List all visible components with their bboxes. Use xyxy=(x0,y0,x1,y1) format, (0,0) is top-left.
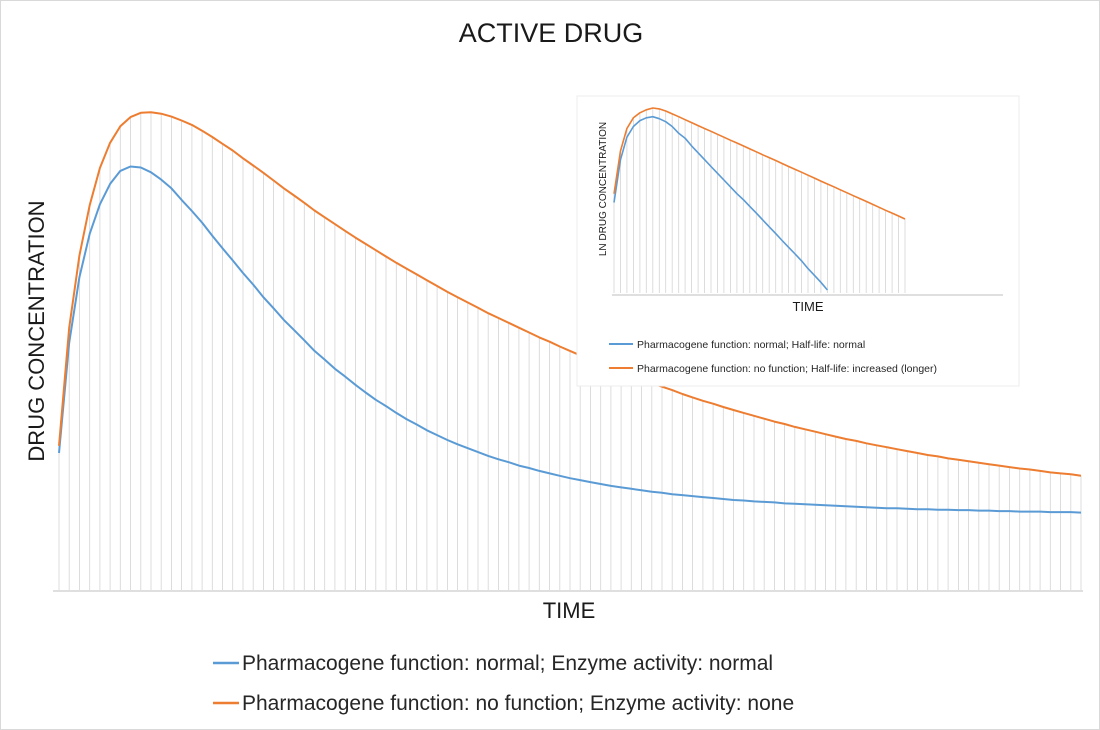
inset-series-lines xyxy=(613,107,906,291)
inset-legend-label-normal: Pharmacogene function: normal; Half-life… xyxy=(637,339,865,351)
main-series-line-1 xyxy=(58,111,1082,477)
legend-label-no-function: Pharmacogene function: no function; Enzy… xyxy=(242,692,794,715)
inset-drop-lines xyxy=(613,108,906,293)
inset-series-line-1 xyxy=(613,107,906,220)
inset-series-line-0 xyxy=(613,115,829,291)
main-series-line-0 xyxy=(58,165,1082,514)
inset-background xyxy=(576,95,1020,387)
inset-chart: TIME LN DRUG CONCENTRATION Pharmacogene … xyxy=(576,95,1020,387)
inset-x-axis-label: TIME xyxy=(792,299,823,314)
legend-label-normal: Pharmacogene function: normal; Enzyme ac… xyxy=(242,652,773,675)
main-drop-lines xyxy=(58,112,1082,590)
main-legend: Pharmacogene function: normal; Enzyme ac… xyxy=(213,652,794,715)
x-axis-label: TIME xyxy=(543,598,596,623)
inset-legend-label-no-function: Pharmacogene function: no function; Half… xyxy=(637,363,937,375)
y-axis-label: DRUG CONCENTRATION xyxy=(24,200,49,461)
inset-y-axis-label: LN DRUG CONCENTRATION xyxy=(598,122,609,256)
chart-title: ACTIVE DRUG xyxy=(459,18,644,48)
main-series-lines xyxy=(58,111,1082,514)
